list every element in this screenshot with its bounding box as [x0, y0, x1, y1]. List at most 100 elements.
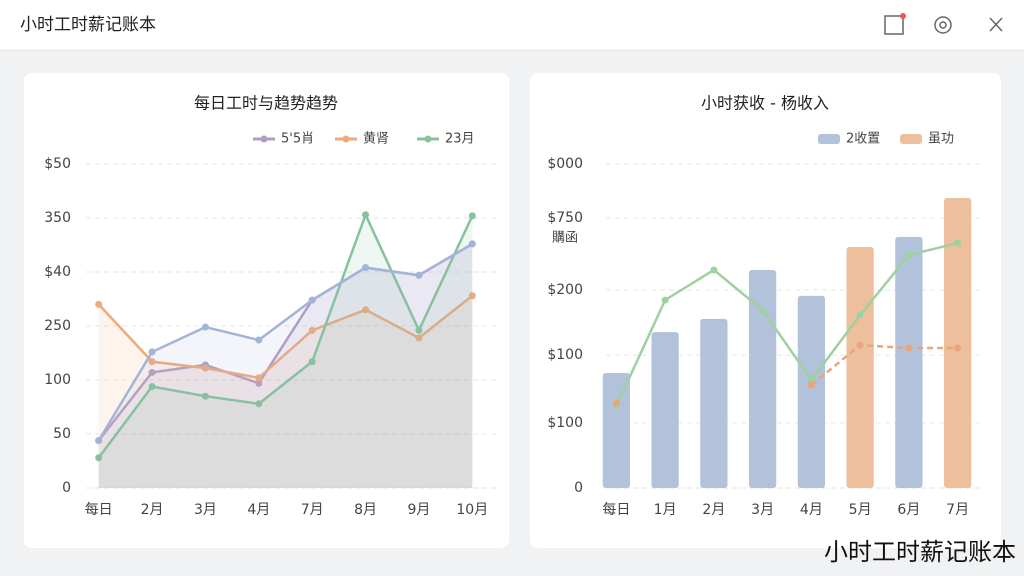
card — [24, 73, 509, 548]
bar — [748, 269, 777, 488]
data-point — [148, 358, 156, 366]
x-tick-label: 4月 — [247, 502, 270, 518]
x-tick-label: 6月 — [897, 502, 920, 518]
data-point — [308, 358, 316, 366]
data-point — [362, 211, 370, 219]
legend-swatch — [260, 135, 268, 143]
series-line — [810, 343, 958, 386]
data-point — [255, 374, 263, 382]
series-area — [98, 295, 473, 488]
bar — [846, 246, 874, 488]
close-button[interactable] — [989, 17, 1003, 32]
legend-label: 虽功 — [928, 132, 954, 147]
data-point — [905, 344, 913, 352]
y-tick-label: 0 — [574, 480, 583, 496]
series-line — [97, 294, 474, 380]
data-point — [95, 436, 103, 444]
y-tick-label: 100 — [44, 372, 71, 388]
data-point — [95, 300, 103, 308]
legend-swatch — [342, 135, 350, 143]
app-title: 小时工时薪记账本 — [20, 15, 156, 35]
series-line — [97, 211, 474, 459]
data-point — [905, 251, 913, 259]
y-tick-label: $40 — [44, 264, 71, 280]
data-point — [415, 334, 423, 342]
data-point — [661, 296, 669, 304]
data-point — [95, 454, 103, 462]
settings-icon[interactable] — [934, 16, 952, 34]
data-point — [807, 381, 815, 389]
data-point — [255, 379, 263, 387]
y-tick-label: $000 — [547, 156, 583, 172]
x-tick-label: 3月 — [194, 502, 217, 518]
x-tick-label: 7月 — [301, 502, 324, 518]
data-point — [612, 399, 620, 407]
bar — [895, 236, 923, 488]
series-area — [98, 214, 473, 488]
data-point — [201, 364, 209, 372]
y-tick-label: $200 — [547, 282, 583, 298]
legend-swatch — [818, 134, 840, 144]
data-point — [148, 368, 156, 376]
data-point — [148, 348, 156, 356]
x-tick-label: 4月 — [800, 502, 823, 518]
y-tick-label: 0 — [62, 480, 71, 496]
data-point — [856, 311, 864, 319]
chart-title: 小时获收 - 杨收入 — [701, 94, 829, 113]
data-point — [255, 336, 263, 344]
data-point — [201, 323, 209, 331]
data-point — [201, 392, 209, 400]
notification-icon[interactable] — [884, 13, 906, 35]
data-point — [710, 266, 718, 274]
x-tick-label: 10月 — [456, 502, 488, 518]
legend-label: 2收置 — [846, 132, 880, 147]
data-point — [415, 271, 423, 279]
bar — [602, 372, 631, 488]
series-line — [615, 241, 958, 407]
series-area — [98, 243, 473, 488]
y-tick-label: $50 — [44, 156, 71, 172]
y-tick-label: $750 — [547, 210, 583, 226]
legend-label: 5'5肖 — [281, 132, 314, 147]
series-area — [98, 243, 473, 488]
y-tick-label: 350 — [44, 210, 71, 226]
data-point — [807, 376, 815, 384]
data-point — [415, 326, 423, 334]
bar — [700, 318, 728, 488]
legend-label: 23月 — [445, 132, 475, 147]
data-point — [468, 240, 476, 248]
data-point — [856, 341, 864, 349]
annotation: 購函 — [552, 231, 578, 246]
y-tick-label: 250 — [44, 318, 71, 334]
data-point — [954, 344, 962, 352]
x-tick-label: 1月 — [654, 502, 677, 518]
data-point — [759, 306, 767, 314]
x-tick-label: 8月 — [354, 502, 377, 518]
chart-title: 每日工时与趋势趋势 — [194, 94, 338, 113]
legend-label: 黄肾 — [363, 132, 389, 147]
legend-swatch — [424, 135, 432, 143]
data-point — [954, 239, 962, 247]
x-tick-label: 2月 — [141, 502, 164, 518]
x-tick-label: 每日 — [602, 502, 630, 518]
series-line — [97, 242, 473, 442]
x-tick-label: 9月 — [407, 502, 430, 518]
bar — [943, 198, 972, 488]
x-tick-label: 3月 — [751, 502, 774, 518]
data-point — [468, 292, 476, 300]
x-tick-label: 2月 — [702, 502, 725, 518]
watermark: 小时工时薪记账本 — [824, 538, 1016, 566]
data-point — [362, 306, 370, 314]
x-tick-label: 每日 — [85, 502, 113, 518]
y-tick-label: 50 — [53, 426, 71, 442]
bar — [651, 332, 679, 488]
legend-swatch — [900, 134, 922, 144]
y-tick-label: $100 — [547, 415, 583, 431]
y-tick-label: $100 — [547, 347, 583, 363]
bar — [797, 295, 826, 488]
data-point — [148, 382, 156, 390]
data-point — [308, 326, 316, 334]
data-point — [255, 400, 263, 408]
